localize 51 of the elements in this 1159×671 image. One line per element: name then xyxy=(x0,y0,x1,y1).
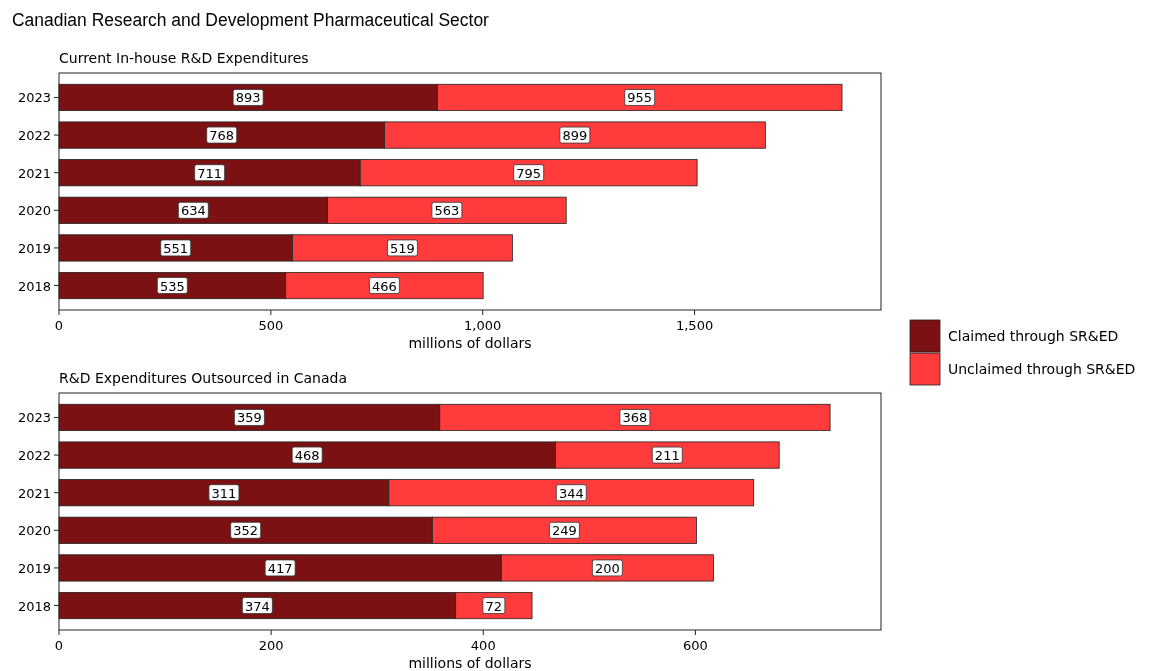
data-label: 468 xyxy=(294,448,320,464)
data-label: 634 xyxy=(180,203,206,219)
y-tick-label: 2018 xyxy=(17,278,51,294)
data-label: 374 xyxy=(244,598,270,614)
data-label: 519 xyxy=(390,240,415,256)
data-label: 795 xyxy=(516,165,542,181)
data-label: 72 xyxy=(485,598,503,614)
data-label: 899 xyxy=(562,128,588,144)
data-label: 200 xyxy=(594,560,620,576)
x-tick-label: 600 xyxy=(682,638,708,653)
data-label: 563 xyxy=(434,203,460,219)
y-tick-label: 2018 xyxy=(17,598,51,614)
data-label: 535 xyxy=(159,278,185,294)
data-label: 352 xyxy=(233,523,259,539)
y-tick-label: 2023 xyxy=(17,410,51,426)
y-tick-label: 2020 xyxy=(17,523,51,539)
x-axis-title: millions of dollars xyxy=(408,335,532,351)
data-label: 711 xyxy=(197,165,223,181)
x-axis-title: millions of dollars xyxy=(408,655,532,671)
x-tick-label: 0 xyxy=(54,318,64,333)
y-tick-label: 2023 xyxy=(17,90,51,106)
y-tick-label: 2020 xyxy=(17,203,51,219)
x-tick-label: 0 xyxy=(54,638,64,653)
data-label: 211 xyxy=(654,448,680,464)
chart-title: Canadian Research and Development Pharmaceutical Sector xyxy=(12,8,489,31)
x-tick-label: 1,500 xyxy=(675,318,714,333)
data-label: 359 xyxy=(236,410,262,426)
data-label: 311 xyxy=(211,485,237,501)
x-tick-label: 200 xyxy=(258,638,284,653)
chart-subtitle: R&D Expenditures Outsourced in Canada xyxy=(59,370,348,386)
x-tick-label: 400 xyxy=(470,638,496,653)
chart-subtitle: Current In-house R&D Expenditures xyxy=(59,50,309,66)
y-tick-label: 2022 xyxy=(17,448,51,464)
data-label: 893 xyxy=(235,90,261,106)
data-label: 249 xyxy=(551,523,577,539)
data-label: 344 xyxy=(558,485,584,501)
data-label: 551 xyxy=(163,240,189,256)
data-label: 955 xyxy=(627,90,653,106)
y-tick-label: 2022 xyxy=(17,128,51,144)
data-label: 368 xyxy=(622,410,648,426)
legend-label: Claimed through SR&ED xyxy=(948,328,1119,344)
x-tick-label: 500 xyxy=(258,318,284,333)
y-tick-label: 2019 xyxy=(17,560,51,576)
legend-label: Unclaimed through SR&ED xyxy=(948,361,1136,377)
y-tick-label: 2019 xyxy=(17,240,51,256)
data-label: 417 xyxy=(267,560,293,576)
data-label: 466 xyxy=(372,278,397,294)
data-label: 768 xyxy=(209,128,235,144)
y-tick-label: 2021 xyxy=(17,165,51,181)
y-tick-label: 2021 xyxy=(17,485,51,501)
x-tick-label: 1,000 xyxy=(464,318,502,333)
